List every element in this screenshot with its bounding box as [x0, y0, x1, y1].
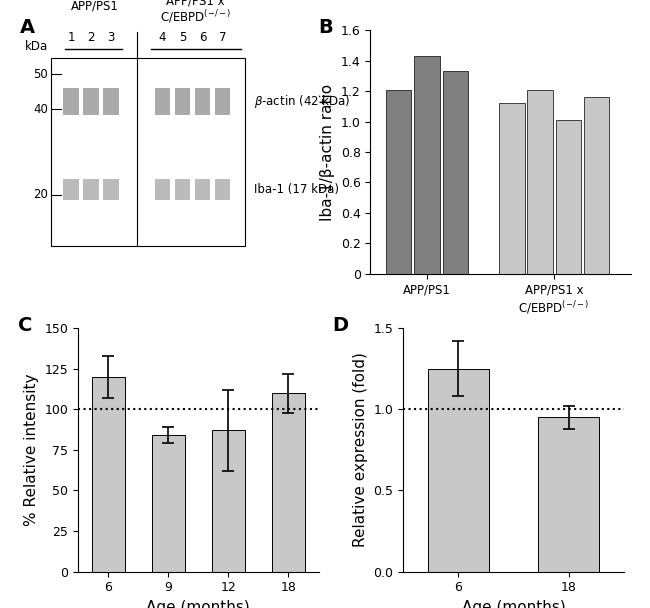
Text: A: A — [20, 18, 34, 37]
Bar — [175, 179, 190, 200]
Bar — [584, 97, 609, 274]
Text: 50: 50 — [33, 68, 48, 81]
Bar — [443, 71, 468, 274]
Bar — [155, 88, 170, 114]
Bar — [151, 435, 185, 572]
Text: D: D — [332, 316, 348, 335]
Bar — [386, 89, 411, 274]
Bar — [538, 418, 599, 572]
Bar — [175, 88, 190, 114]
Bar — [214, 179, 231, 200]
Text: 2: 2 — [87, 30, 95, 44]
Bar — [195, 179, 211, 200]
Bar — [51, 58, 246, 246]
Text: Iba-1 (17 kDa): Iba-1 (17 kDa) — [254, 183, 339, 196]
Text: APP/PS1 x: APP/PS1 x — [166, 0, 225, 7]
Bar — [83, 88, 99, 114]
Bar — [63, 88, 79, 114]
Text: $\beta$-actin (42 kDa): $\beta$-actin (42 kDa) — [254, 92, 350, 109]
Bar — [214, 88, 231, 114]
Text: 7: 7 — [219, 30, 226, 44]
Y-axis label: Iba-1/β-actin ratio: Iba-1/β-actin ratio — [320, 83, 335, 221]
Bar — [83, 179, 99, 200]
Text: C: C — [18, 316, 32, 335]
Bar — [212, 430, 245, 572]
Bar — [103, 88, 119, 114]
Bar — [499, 103, 525, 274]
Text: 1: 1 — [67, 30, 75, 44]
Bar — [195, 88, 211, 114]
Y-axis label: Relative expression (fold): Relative expression (fold) — [353, 353, 368, 547]
Y-axis label: % Relative intensity: % Relative intensity — [24, 374, 39, 526]
Text: 3: 3 — [107, 30, 114, 44]
Bar — [428, 369, 489, 572]
Text: C/EBPD$^{(-/-)}$: C/EBPD$^{(-/-)}$ — [160, 8, 231, 25]
Text: B: B — [318, 18, 333, 37]
Bar — [92, 377, 125, 572]
Bar — [527, 89, 552, 274]
Text: kDa: kDa — [25, 40, 49, 53]
Text: APP/PS1: APP/PS1 — [72, 0, 119, 13]
Bar — [155, 179, 170, 200]
Bar — [414, 57, 440, 274]
Bar — [63, 179, 79, 200]
Text: 4: 4 — [159, 30, 166, 44]
Bar — [556, 120, 581, 274]
X-axis label: Age (months): Age (months) — [462, 600, 566, 608]
Text: 20: 20 — [33, 188, 48, 201]
Text: 6: 6 — [199, 30, 206, 44]
X-axis label: Age (months): Age (months) — [146, 600, 250, 608]
Bar — [272, 393, 305, 572]
Text: 40: 40 — [33, 103, 48, 116]
Text: 5: 5 — [179, 30, 186, 44]
Bar — [103, 179, 119, 200]
